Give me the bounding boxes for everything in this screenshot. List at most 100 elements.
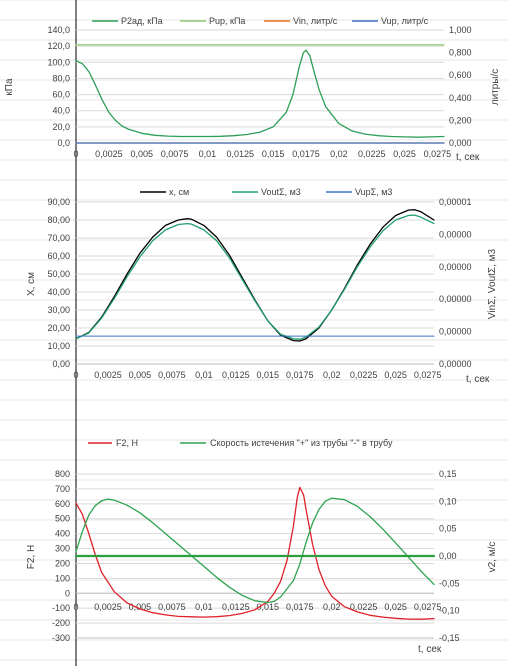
- y-tick-label: -100: [52, 603, 70, 613]
- legend-label-vout: VoutΣ, м3: [261, 187, 301, 197]
- y-tick-label: 20,00: [47, 323, 70, 333]
- x-tick-label: 0,0225: [350, 602, 378, 612]
- pressure-legend: P2ад, кПа Pup, кПа Vin, литр/с Vup, литр…: [92, 16, 429, 26]
- y-tick-label: 800: [55, 469, 70, 479]
- x-tick-label: 0,025: [393, 149, 416, 159]
- y2-tick-label: 0,00000: [439, 262, 472, 272]
- y-axis-label-right: v2, м/с: [487, 542, 498, 573]
- y-tick-label: 60,0: [52, 90, 70, 100]
- x-tick-label: 0,0275: [414, 602, 442, 612]
- y2-tick-label: 0,00000: [439, 327, 472, 337]
- y-tick-label: 20,0: [52, 122, 70, 132]
- x-tick-label: 0,005: [129, 370, 152, 380]
- y-tick-label: 0,00: [52, 359, 70, 369]
- x-tick-label: 0,02: [323, 602, 341, 612]
- y2-tick-label: -0,05: [439, 578, 460, 588]
- x-tick-label: 0,0175: [286, 370, 314, 380]
- y-tick-label: 500: [55, 514, 70, 524]
- pressure-chart: P2ад, кПа Pup, кПа Vin, литр/с Vup, литр…: [4, 16, 501, 163]
- x-tick-label: 0: [73, 149, 78, 159]
- y2-tick-label: 0,800: [449, 48, 472, 58]
- y2-tick-label: 0,15: [439, 469, 457, 479]
- x-tick-label: 0,0125: [227, 149, 255, 159]
- y-tick-label: 10,00: [47, 341, 70, 351]
- y-tick-label: 80,0: [52, 73, 70, 83]
- y-tick-label: 0,0: [57, 138, 70, 148]
- legend-label-vupsum: VupΣ, м3: [355, 187, 392, 197]
- legend-label-vin: Vin, литр/с: [293, 16, 338, 26]
- y-tick-label: 40,00: [47, 287, 70, 297]
- displacement-chart: x, см VoutΣ, м3 VupΣ, м3 X, см VinΣ, Vou…: [26, 187, 498, 385]
- y2-tick-label: 0,600: [449, 70, 472, 80]
- x-tick-label: 0,015: [257, 602, 280, 612]
- y-tick-label: 80,00: [47, 215, 70, 225]
- y-tick-label: 700: [55, 484, 70, 494]
- x-axis-label: t, сек: [418, 644, 442, 655]
- y-axis-label-left: кПа: [4, 78, 15, 96]
- x-axis-label: t, сек: [466, 374, 490, 385]
- y-tick-label: 600: [55, 499, 70, 509]
- y-axis-label-left: F2, Н: [26, 545, 37, 569]
- y-tick-label: 60,00: [47, 251, 70, 261]
- y2-tick-label: 0,05: [439, 524, 457, 534]
- x-tick-label: 0: [73, 370, 78, 380]
- legend-label-x: x, см: [169, 187, 189, 197]
- x-tick-label: 0,02: [323, 370, 341, 380]
- x-tick-label: 0,0075: [158, 370, 186, 380]
- y2-tick-label: 0,000: [449, 138, 472, 148]
- y-tick-label: -300: [52, 633, 70, 643]
- force-velocity-chart: F2, Н Скорость истечения "+" из трубы "-…: [26, 438, 498, 655]
- y2-tick-label: 0,00000: [439, 294, 472, 304]
- y-axis-label-right: литры/с: [490, 69, 501, 106]
- legend-label-vup: Vup, литр/с: [381, 16, 429, 26]
- y2-tick-label: 0,00: [439, 551, 457, 561]
- y-tick-label: -200: [52, 618, 70, 628]
- x-tick-label: 0,005: [129, 602, 152, 612]
- y-tick-label: 120,0: [47, 41, 70, 51]
- y2-tick-label: -0,15: [439, 633, 460, 643]
- x-tick-label: 0,0175: [292, 149, 320, 159]
- force-velocity-legend: F2, Н Скорость истечения "+" из трубы "-…: [88, 438, 393, 448]
- legend-label-pup: Pup, кПа: [209, 16, 245, 26]
- y2-tick-label: 0,400: [449, 93, 472, 103]
- x-tick-label: 0,0025: [95, 149, 123, 159]
- x-tick-label: 0,0025: [94, 370, 122, 380]
- x-tick-label: 0,0125: [222, 602, 250, 612]
- series-line-1: [75, 209, 435, 342]
- y-tick-label: 90,00: [47, 197, 70, 207]
- x-tick-label: 0,0125: [222, 370, 250, 380]
- x-axis-label: t, сек: [456, 152, 480, 163]
- y2-tick-label: -0,10: [439, 606, 460, 616]
- y-tick-label: 30,00: [47, 305, 70, 315]
- x-tick-label: 0,01: [195, 370, 213, 380]
- y-tick-label: 200: [55, 558, 70, 568]
- series-line-2: [75, 214, 435, 340]
- x-tick-label: 0,0225: [350, 370, 378, 380]
- y-tick-label: 400: [55, 529, 70, 539]
- y-axis-label-left: X, см: [26, 272, 37, 296]
- y-axis-label-right: VinΣ, VoutΣ, м3: [487, 248, 498, 319]
- x-tick-label: 0,0275: [414, 370, 442, 380]
- series-line-2: [75, 497, 435, 604]
- y-tick-label: 50,00: [47, 269, 70, 279]
- x-tick-label: 0: [73, 602, 78, 612]
- y2-tick-label: 1,000: [449, 25, 472, 35]
- x-tick-label: 0,015: [257, 370, 280, 380]
- x-tick-label: 0,0275: [424, 149, 452, 159]
- y-tick-label: 100,0: [47, 57, 70, 67]
- legend-label-v2: Скорость истечения "+" из трубы "-" в тр…: [210, 438, 393, 448]
- series-line-1: [75, 486, 435, 620]
- x-tick-label: 0,01: [199, 149, 217, 159]
- y2-tick-label: 0,00000: [439, 229, 472, 239]
- x-tick-label: 0,015: [262, 149, 285, 159]
- x-tick-label: 0,0075: [161, 149, 189, 159]
- y2-tick-label: 0,10: [439, 496, 457, 506]
- x-tick-label: 0,025: [384, 602, 407, 612]
- y2-tick-label: 0,00000: [439, 359, 472, 369]
- series-line-1: [75, 49, 445, 138]
- y2-tick-label: 0,00001: [439, 197, 472, 207]
- y-tick-label: 40,0: [52, 106, 70, 116]
